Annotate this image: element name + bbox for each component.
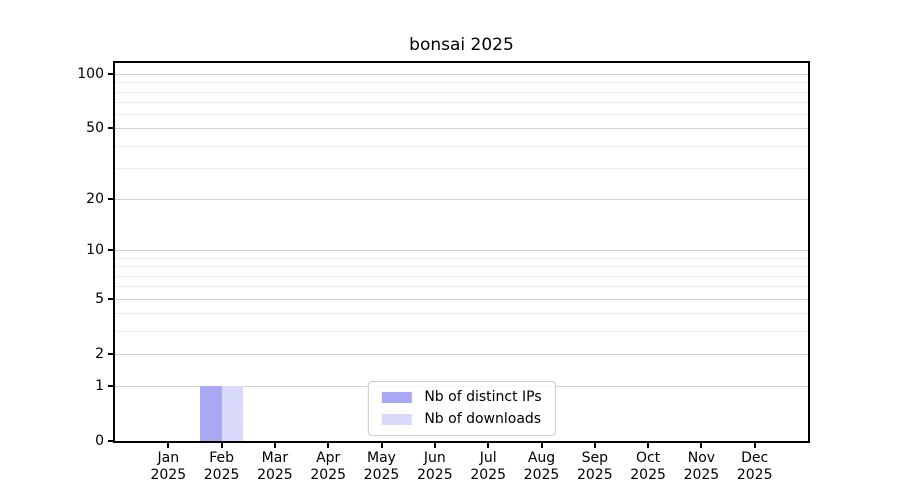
x-tick-label: Apr 2025 <box>298 450 358 484</box>
x-tick-mark <box>220 443 223 448</box>
x-tick-label-line: 2025 <box>576 467 613 483</box>
x-tick-label: May 2025 <box>352 450 412 484</box>
y-gridline-minor <box>115 286 808 288</box>
x-tick-label-line: 2025 <box>310 467 346 483</box>
x-tick-label: Jul 2025 <box>458 450 518 484</box>
y-tick-label: 0 <box>95 433 104 449</box>
y-gridline-minor <box>115 145 808 147</box>
x-tick-label-line: 2025 <box>736 467 773 483</box>
legend-swatch-distinct-ips-icon <box>381 392 412 403</box>
y-gridline-minor <box>115 82 808 84</box>
x-tick-label: Mar 2025 <box>245 450 305 484</box>
y-gridline-major <box>115 74 808 75</box>
y-tick-label: 50 <box>86 120 104 137</box>
x-tick-label: Dec 2025 <box>725 450 785 484</box>
x-tick-label: Oct 2025 <box>618 450 678 484</box>
x-tick-mark <box>700 443 703 448</box>
y-gridline-major <box>115 198 808 200</box>
y-gridline-minor <box>115 266 808 268</box>
x-tick-mark <box>433 443 436 448</box>
x-tick-label-line: 2025 <box>150 467 187 483</box>
x-tick-label-line: Aug <box>527 450 556 466</box>
legend-label: Nb of downloads <box>424 411 542 427</box>
x-tick-label-line: May <box>367 450 396 466</box>
x-tick-label: Sep 2025 <box>565 450 625 484</box>
bar-nb-of-downloads-feb-2025 <box>221 385 244 441</box>
x-tick-mark <box>327 443 330 448</box>
y-tick-label: 2 <box>95 345 104 362</box>
legend: Nb of distinct IPs Nb of downloads <box>367 381 556 436</box>
x-tick-mark <box>167 443 170 448</box>
x-tick-label: Nov 2025 <box>671 450 731 484</box>
y-tick-label: 1 <box>95 377 104 394</box>
y-gridline-minor <box>115 257 808 259</box>
y-gridline-major <box>115 128 808 130</box>
x-tick-label-line: 2025 <box>257 467 293 483</box>
x-tick-label-line: 2025 <box>470 467 506 483</box>
x-tick-label-line: 2025 <box>523 467 560 483</box>
y-gridline-minor <box>115 114 808 116</box>
y-gridline-minor <box>115 167 808 169</box>
x-tick-label-line: 2025 <box>363 467 400 483</box>
x-tick-label: Jun 2025 <box>405 450 465 484</box>
y-gridline-minor <box>115 313 808 314</box>
x-tick-mark <box>273 443 276 448</box>
x-tick-label-line: Nov <box>687 450 716 466</box>
x-tick-mark <box>647 443 650 448</box>
x-tick-label: Jan 2025 <box>138 450 198 484</box>
x-tick-mark <box>540 443 543 448</box>
y-gridline-major <box>115 353 808 355</box>
y-gridline-major <box>115 298 808 300</box>
x-tick-label-line: Sep <box>581 450 608 466</box>
x-tick-mark <box>753 443 756 448</box>
y-gridline-minor <box>115 275 808 277</box>
y-gridline-minor <box>115 102 808 103</box>
x-tick-label-line: Oct <box>635 450 661 466</box>
x-tick-label-line: Feb <box>209 450 234 466</box>
x-tick-mark <box>487 443 490 448</box>
x-tick-label-line: 2025 <box>630 467 666 483</box>
y-tick-label: 10 <box>86 242 104 259</box>
x-tick-label-line: Jun <box>423 450 446 466</box>
x-tick-mark <box>593 443 596 448</box>
x-tick-label-line: Jul <box>479 450 497 466</box>
y-gridline-minor <box>115 330 808 332</box>
x-tick-label: Feb 2025 <box>192 450 252 484</box>
plot-inner: Nb of distinct IPs Nb of downloads <box>115 63 808 441</box>
x-tick-label-line: Dec <box>741 450 769 466</box>
legend-entry-downloads: Nb of downloads <box>381 412 541 427</box>
y-tick-label: 20 <box>86 190 104 207</box>
x-tick-label-line: 2025 <box>683 467 720 483</box>
legend-label: Nb of distinct IPs <box>424 389 542 405</box>
y-tick-label: 5 <box>95 290 104 307</box>
x-tick-label-line: Mar <box>261 450 289 466</box>
x-tick-label-line: 2025 <box>203 467 240 483</box>
plot-area: Nb of distinct IPs Nb of downloads <box>113 61 810 443</box>
legend-entry-distinct-ips: Nb of distinct IPs <box>381 389 542 405</box>
y-gridline-minor <box>115 91 808 93</box>
x-tick-label-line: Apr <box>316 450 341 466</box>
y-tick-label: 100 <box>77 66 104 82</box>
legend-swatch-downloads-icon <box>381 414 412 425</box>
x-tick-label-line: 2025 <box>416 467 453 483</box>
y-gridline-major <box>115 250 808 252</box>
chart-title: bonsai 2025 <box>409 35 514 55</box>
x-tick-label-line: Jan <box>157 450 180 466</box>
x-tick-label: Aug 2025 <box>512 450 572 484</box>
bar-nb-of-distinct-ips-feb-2025 <box>200 385 222 441</box>
x-tick-mark <box>380 443 383 448</box>
